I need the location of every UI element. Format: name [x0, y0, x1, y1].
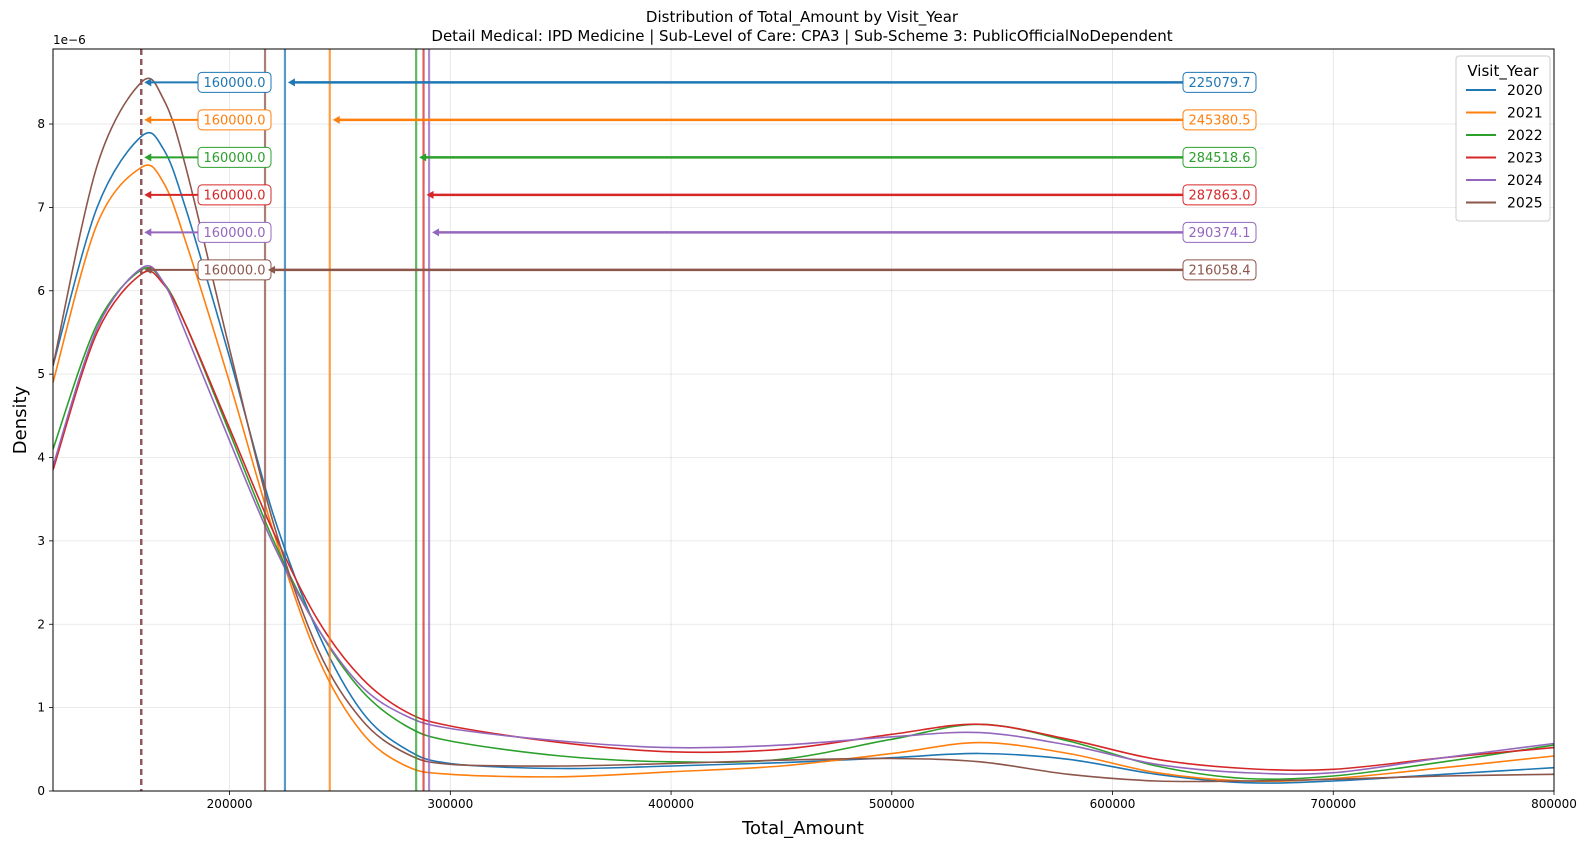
legend-label-2022: 2022 — [1507, 128, 1543, 144]
legend-title: Visit_Year — [1467, 62, 1539, 81]
x-tick-label: 600000 — [1090, 797, 1136, 811]
median-label-box-2024 — [197, 221, 272, 243]
legend-label-2024: 2024 — [1507, 173, 1543, 189]
mean-label-box-2025 — [1182, 259, 1257, 281]
y-offset-label: 1e−6 — [53, 33, 86, 47]
legend-label-2021: 2021 — [1507, 106, 1543, 122]
median-arrowhead-2023 — [144, 190, 152, 199]
x-tick-label: 400000 — [648, 797, 694, 811]
x-tick-label: 200000 — [207, 797, 253, 811]
mean-label-box-2022 — [1182, 146, 1257, 168]
mean-median-lines — [140, 49, 431, 791]
legend-label-2020: 2020 — [1507, 83, 1543, 99]
mean-label-box-2020 — [1182, 71, 1257, 93]
y-tick-label: 7 — [37, 200, 45, 214]
x-tick-label: 700000 — [1310, 797, 1356, 811]
median-label-2022: 160000.0 — [203, 151, 265, 166]
mean-label-2025: 216058.4 — [1188, 263, 1250, 278]
median-label-2023: 160000.0 — [203, 188, 265, 203]
density-curves — [53, 77, 1554, 784]
median-label-2025: 160000.0 — [203, 263, 265, 278]
median-label-box-2021 — [197, 109, 272, 131]
mean-arrowhead-2024 — [432, 228, 440, 237]
mean-label-box-2021 — [1182, 109, 1257, 131]
density-curve-2022 — [53, 266, 1554, 781]
mean-arrowhead-2022 — [419, 153, 427, 162]
y-tick-label: 8 — [37, 117, 45, 131]
y-tick-label: 0 — [37, 784, 45, 798]
median-arrowhead-2021 — [144, 115, 152, 124]
annotations: 160000.0 225079.7 160000.0 245380.5 160000.0… — [144, 71, 1257, 281]
mean-label-2020: 225079.7 — [1188, 76, 1250, 91]
median-label-2024: 160000.0 — [203, 226, 265, 241]
y-tick-label: 6 — [37, 284, 45, 298]
x-tick-label: 800000 — [1531, 797, 1577, 811]
mean-arrowhead-2025 — [268, 265, 276, 274]
y-axis-ticks: 0 1 2 3 4 5 6 7 8 — [37, 117, 53, 798]
plot-frame — [52, 48, 1555, 792]
mean-label-2021: 245380.5 — [1188, 113, 1250, 128]
x-axis-ticks: 200000 300000 400000 500000 600000 700000 8000… — [207, 791, 1577, 811]
y-tick-label: 5 — [37, 367, 45, 381]
y-tick-label: 4 — [37, 451, 45, 465]
mean-label-2024: 290374.1 — [1188, 226, 1250, 241]
grid-lines — [53, 49, 1555, 792]
median-arrowhead-2025 — [144, 265, 152, 274]
mean-label-2022: 284518.6 — [1188, 151, 1250, 166]
x-tick-label: 300000 — [427, 797, 473, 811]
density-curve-2023 — [53, 270, 1554, 772]
density-curve-2020 — [53, 131, 1554, 784]
mean-arrowhead-2023 — [426, 190, 434, 199]
median-label-box-2023 — [197, 184, 272, 206]
median-label-2021: 160000.0 — [203, 113, 265, 128]
median-label-box-2020 — [197, 71, 272, 93]
y-tick-label: 1 — [37, 701, 45, 715]
legend-label-2023: 2023 — [1507, 151, 1543, 167]
median-arrowhead-2024 — [144, 228, 152, 237]
chart-subtitle: Detail Medical: IPD Medicine | Sub-Level… — [431, 27, 1172, 45]
median-arrowhead-2022 — [144, 153, 152, 162]
mean-arrowhead-2020 — [287, 78, 295, 87]
legend: Visit_Year 2020 2021 2022 2023 2024 2025 — [1455, 55, 1551, 222]
mean-label-box-2023 — [1182, 184, 1257, 206]
y-axis-label: Density — [10, 385, 31, 454]
density-curve-2024 — [53, 264, 1554, 775]
density-curve-2021 — [53, 164, 1554, 783]
y-tick-label: 2 — [37, 617, 45, 631]
median-arrowhead-2020 — [144, 78, 152, 87]
mean-label-box-2024 — [1182, 221, 1257, 243]
legend-label-2025: 2025 — [1507, 196, 1543, 212]
median-label-box-2022 — [197, 146, 272, 168]
legend-items: 2020 2021 2022 2023 2024 2025 — [1466, 83, 1543, 212]
mean-label-2023: 287863.0 — [1188, 188, 1250, 203]
y-tick-label: 3 — [37, 534, 45, 548]
chart-title: Distribution of Total_Amount by Visit_Ye… — [646, 8, 959, 27]
median-label-2020: 160000.0 — [203, 76, 265, 91]
x-axis-label: Total_Amount — [741, 818, 864, 839]
density-curve-2025 — [53, 77, 1554, 783]
x-tick-label: 500000 — [869, 797, 915, 811]
mean-arrowhead-2021 — [332, 115, 340, 124]
